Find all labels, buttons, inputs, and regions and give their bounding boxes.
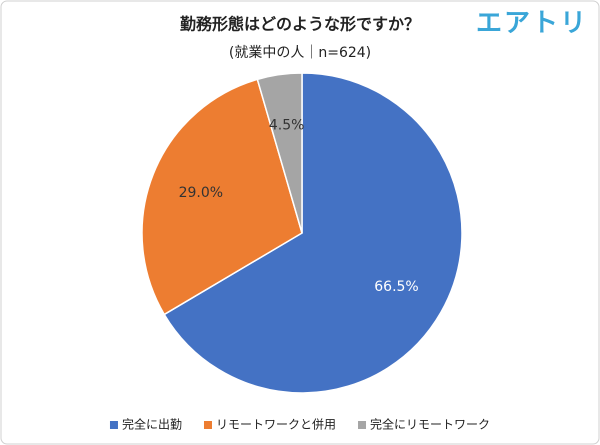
chart-title: 勤務形態はどのような形ですか？ bbox=[180, 15, 420, 34]
pie-slice bbox=[141, 78, 303, 316]
legend-marker bbox=[203, 421, 212, 429]
data-label: 4.5% bbox=[269, 117, 305, 133]
data-label: 29.0% bbox=[179, 185, 223, 201]
legend-marker bbox=[358, 421, 367, 429]
chart-subtitle: (就業中の人｜n=624) bbox=[229, 45, 371, 61]
legend-label: 完全に出勤 bbox=[122, 417, 182, 432]
pie-slice bbox=[163, 72, 463, 394]
data-label: 66.5% bbox=[374, 279, 418, 295]
legend-label: 完全にリモートワーク bbox=[370, 417, 490, 432]
pie-slice bbox=[256, 72, 303, 234]
legend-marker bbox=[109, 421, 118, 429]
logo: エアトリ bbox=[476, 9, 588, 39]
legend-label: リモートワークと併用 bbox=[216, 418, 336, 432]
